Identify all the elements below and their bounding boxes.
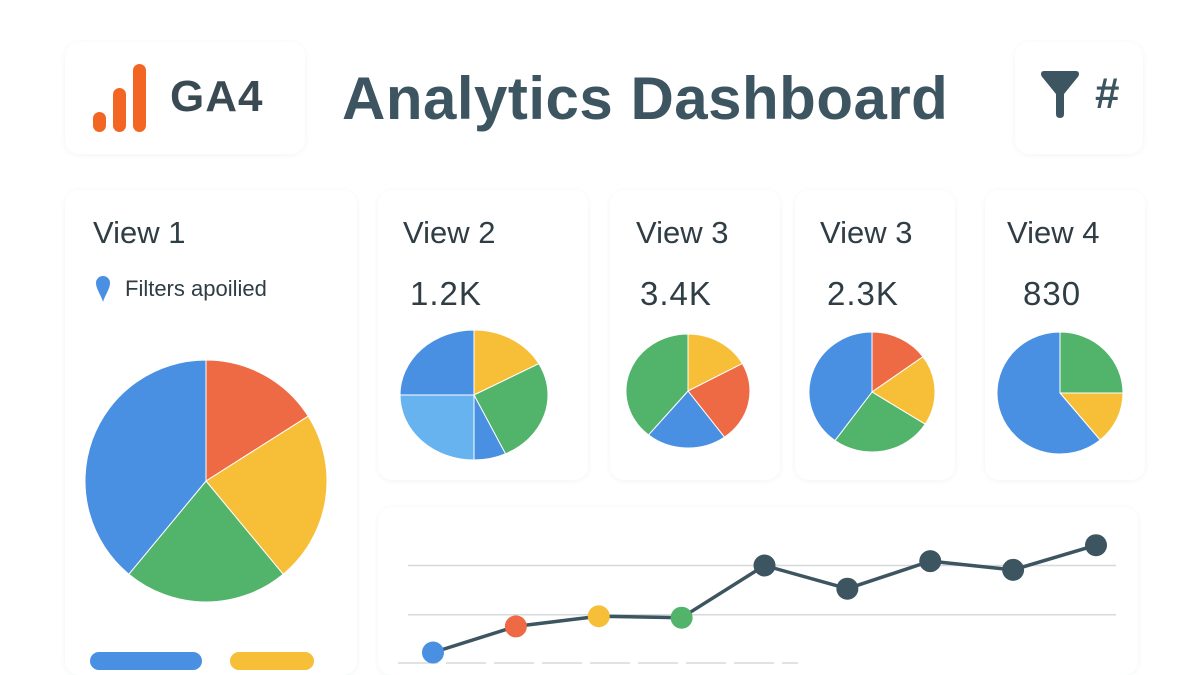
toolbar-card: # <box>1015 42 1143 154</box>
pie-slice-yellow[interactable] <box>205 415 328 575</box>
view-1-pie-chart <box>84 359 328 603</box>
view-3b-card[interactable]: View 3 2.3K <box>795 190 955 480</box>
data-point[interactable] <box>1085 534 1107 557</box>
pie-slice-blue[interactable] <box>84 359 207 575</box>
data-point[interactable] <box>587 605 610 628</box>
ga4-logo-icon <box>93 64 146 132</box>
legend-pill-yellow <box>230 652 314 670</box>
page-title: Analytics Dashboard <box>342 65 949 132</box>
pie-slice-blue[interactable] <box>808 331 873 442</box>
pin-icon <box>96 276 110 302</box>
view-3b-pie-chart <box>808 331 936 453</box>
data-point[interactable] <box>919 550 942 573</box>
hash-icon[interactable]: # <box>1095 69 1120 118</box>
data-point[interactable] <box>670 606 693 629</box>
trend-line-chart <box>398 534 1116 664</box>
data-point[interactable] <box>422 641 444 664</box>
view-title: View 3 <box>636 215 729 250</box>
pie-slice-lightblue[interactable] <box>399 394 475 461</box>
view-1-card[interactable]: View 1 Filters apoilied <box>65 190 357 675</box>
view-value: 1.2K <box>410 275 482 312</box>
view-4-card[interactable]: View 4 830 <box>985 190 1145 480</box>
view-4-pie-chart <box>996 331 1124 455</box>
logo-text: GA4 <box>170 72 264 121</box>
filter-icon[interactable] <box>1039 70 1081 120</box>
pie-slice-red[interactable] <box>205 359 309 482</box>
legend-pill-blue <box>90 652 202 670</box>
filters-status: Filters apoilied <box>95 275 267 303</box>
view-value: 830 <box>1023 275 1082 312</box>
data-point[interactable] <box>753 554 776 577</box>
pie-slice-green[interactable] <box>625 333 689 436</box>
view-title: View 2 <box>403 215 496 250</box>
pie-slice-yellow[interactable] <box>473 329 540 396</box>
view-3-pie-chart <box>625 333 751 449</box>
pie-slice-yellow[interactable] <box>687 333 744 392</box>
view-2-card[interactable]: View 2 1.2K <box>378 190 588 480</box>
line-chart-card[interactable] <box>378 507 1138 675</box>
view-2-pie-chart <box>399 329 549 461</box>
data-point[interactable] <box>836 577 859 600</box>
pie-slice-blue[interactable] <box>647 390 726 449</box>
data-point[interactable] <box>1002 558 1025 581</box>
view-3-card[interactable]: View 3 3.4K <box>610 190 780 480</box>
pie-slice-green[interactable] <box>834 391 926 453</box>
pie-slice-red[interactable] <box>687 362 751 438</box>
pie-slice-green[interactable] <box>128 480 284 603</box>
view-title: View 1 <box>93 215 186 250</box>
pie-slice-green[interactable] <box>473 363 549 455</box>
view-value: 3.4K <box>640 275 712 312</box>
pie-slice-yellow[interactable] <box>871 356 936 425</box>
view-value: 2.3K <box>827 275 899 312</box>
pie-slice-blue[interactable] <box>399 329 475 396</box>
pie-slice-red[interactable] <box>871 331 924 393</box>
pie-slice-green[interactable] <box>1059 331 1124 394</box>
data-point[interactable] <box>504 615 527 638</box>
logo-card: GA4 <box>65 42 305 154</box>
view-title: View 4 <box>1007 215 1100 250</box>
pie-slice-blue[interactable] <box>996 331 1101 455</box>
filters-applied-label: Filters apoilied <box>125 276 267 301</box>
pie-slice-yellow[interactable] <box>1058 392 1124 441</box>
view-title: View 3 <box>820 215 913 250</box>
